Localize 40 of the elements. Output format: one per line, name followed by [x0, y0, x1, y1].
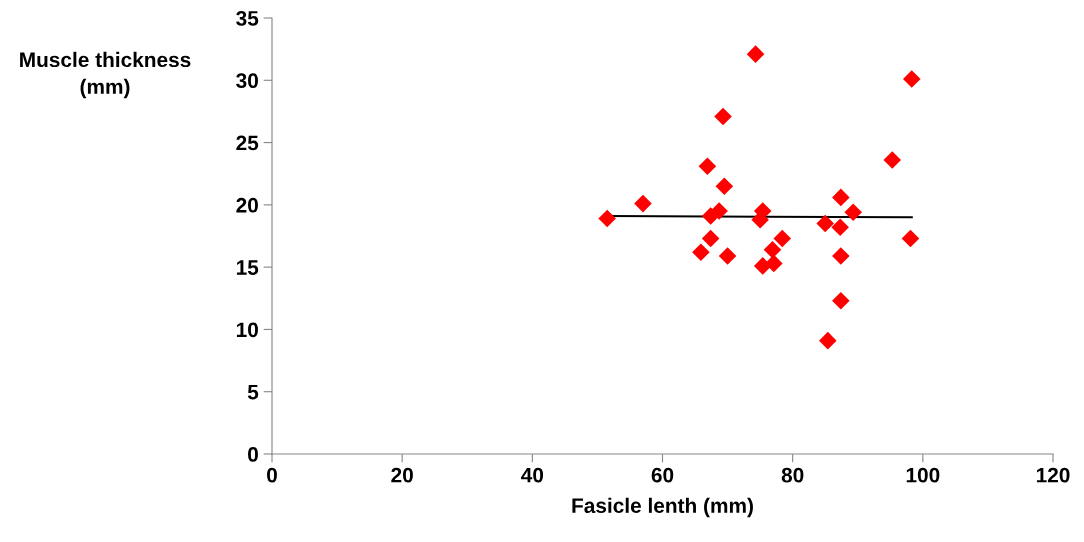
point [714, 107, 732, 126]
point [746, 45, 765, 63]
point [773, 229, 792, 248]
point [718, 247, 737, 265]
point [844, 203, 862, 222]
x-tick-label: 0 [267, 467, 277, 483]
x-tick-label: 40 [521, 467, 544, 483]
x-tick-label: 60 [651, 467, 674, 483]
point [701, 229, 720, 248]
x-tick-label: 100 [906, 467, 940, 483]
y-tick-label: 15 [236, 260, 259, 275]
point [692, 243, 710, 261]
x-tick-label: 20 [391, 467, 413, 483]
y-tick-label: 10 [236, 322, 258, 338]
x-tick-label: 80 [781, 467, 804, 483]
x-tick-label: 120 [1036, 467, 1070, 483]
point [832, 188, 850, 207]
y-tick-label: 25 [236, 135, 259, 151]
point [901, 229, 920, 248]
point [831, 218, 849, 237]
point [765, 254, 783, 273]
point [883, 151, 902, 169]
point [832, 291, 850, 310]
point [634, 194, 652, 213]
y-tick-label: 30 [236, 73, 258, 89]
y-axis-title: Muscle thickness (mm) [20, 51, 191, 99]
point [710, 202, 728, 220]
point [902, 70, 921, 88]
point [763, 240, 782, 259]
y-tick-label: 5 [247, 384, 259, 400]
point [598, 209, 616, 228]
y-tick-label: 20 [236, 197, 258, 213]
point [832, 247, 850, 265]
y-tick-label: 0 [248, 447, 258, 462]
point [698, 157, 717, 176]
x-axis-title: Fasicle lenth (mm) [572, 497, 753, 518]
point [715, 177, 734, 195]
point [816, 214, 834, 233]
point [819, 331, 837, 350]
y-tick-label: 35 [236, 11, 259, 26]
